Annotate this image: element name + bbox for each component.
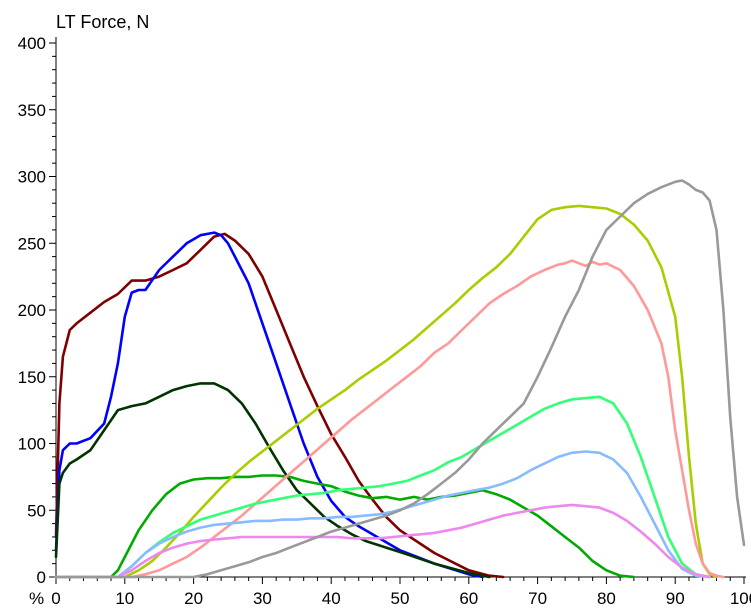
y-tick-label: 350 bbox=[18, 101, 46, 120]
series-line-6 bbox=[54, 259, 725, 579]
x-axis-label: % bbox=[29, 589, 44, 608]
x-tick-label: 80 bbox=[597, 589, 616, 608]
x-tick-label: 20 bbox=[184, 589, 203, 608]
series-line-5 bbox=[54, 204, 718, 579]
series-line-9 bbox=[54, 503, 711, 579]
series-line-2 bbox=[54, 231, 484, 579]
x-tick-label: 40 bbox=[322, 589, 341, 608]
series-line-10 bbox=[54, 179, 746, 579]
x-tick-label: 50 bbox=[391, 589, 410, 608]
x-axis: 0 10 20 30 40 50 60 70 80 90 100 bbox=[51, 576, 751, 608]
x-tick-label: 70 bbox=[528, 589, 547, 608]
y-tick-label: 150 bbox=[18, 368, 46, 387]
y-tick-label: 0 bbox=[37, 568, 46, 587]
x-tick-label: 0 bbox=[51, 589, 60, 608]
y-tick-label: 50 bbox=[27, 501, 46, 520]
series-line-3 bbox=[54, 382, 491, 579]
x-tick-label: 10 bbox=[115, 589, 134, 608]
y-axis: 0 50 100 150 200 250 300 350 400 bbox=[18, 34, 57, 587]
x-tick-label: 60 bbox=[459, 589, 478, 608]
series-layer bbox=[54, 179, 746, 579]
x-tick-label: 90 bbox=[666, 589, 685, 608]
y-tick-label: 100 bbox=[18, 435, 46, 454]
x-tick-label: 100 bbox=[730, 589, 751, 608]
y-tick-label: 400 bbox=[18, 34, 46, 53]
chart-title: LT Force, N bbox=[56, 12, 149, 32]
x-tick-label: 30 bbox=[253, 589, 272, 608]
series-line-4 bbox=[54, 474, 636, 579]
series-line-1 bbox=[54, 232, 505, 579]
series-line-7 bbox=[54, 395, 711, 579]
y-tick-label: 250 bbox=[18, 234, 46, 253]
y-tick-label: 300 bbox=[18, 168, 46, 187]
y-tick-label: 200 bbox=[18, 301, 46, 320]
